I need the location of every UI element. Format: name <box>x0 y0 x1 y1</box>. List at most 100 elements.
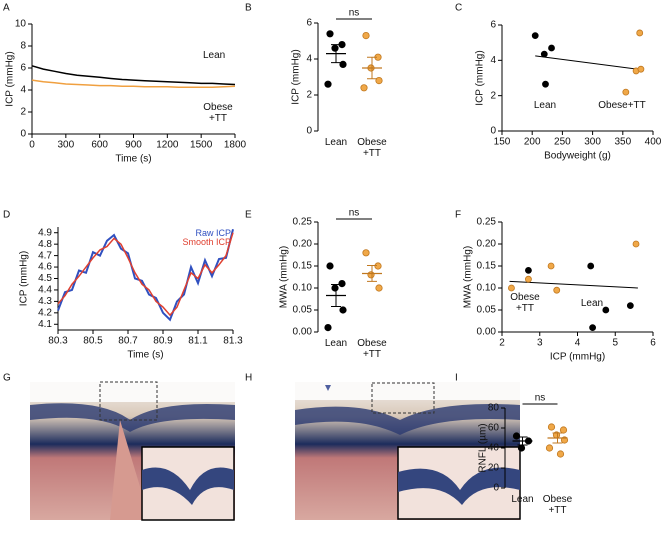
data-point <box>324 80 332 88</box>
legend-entry: Smooth ICP <box>182 237 231 247</box>
significance-label: ns <box>349 8 360 19</box>
data-point <box>326 30 334 38</box>
y-tick-label: 80 <box>488 403 500 414</box>
y-tick-label: 2 <box>490 90 496 101</box>
y-tick-label: 8 <box>20 41 26 52</box>
y-tick-label: 4 <box>306 54 312 65</box>
series-label: Lean <box>203 50 226 61</box>
y-tick-label: 0 <box>493 483 499 494</box>
x-tick-label: Obese +TT <box>357 338 387 360</box>
y-tick-label: 40 <box>488 443 500 454</box>
y-tick-label: 4 <box>490 55 496 66</box>
x-axis-title: Bodyweight (g) <box>544 151 611 162</box>
panel-label: A <box>3 3 10 14</box>
x-tick-label: 0 <box>29 140 35 151</box>
y-tick-label: 60 <box>488 423 500 434</box>
data-point <box>559 426 568 434</box>
significance-label: ns <box>535 393 546 404</box>
error-bar <box>331 44 341 64</box>
data-point <box>375 77 383 85</box>
x-tick-label: 600 <box>91 140 108 151</box>
fit-line <box>535 55 645 71</box>
data-point <box>542 80 549 88</box>
x-tick-label: 200 <box>524 137 541 148</box>
data-point <box>360 84 368 92</box>
y-tick-label: 0 <box>490 126 496 137</box>
data-point <box>547 423 556 431</box>
histology-g <box>30 381 235 521</box>
data-point <box>375 284 383 292</box>
data-point <box>367 271 375 279</box>
series-label: Obese +TT <box>203 102 233 124</box>
y-tick-label: 0.20 <box>477 239 497 250</box>
panel-label: D <box>3 210 10 221</box>
x-tick-label: 250 <box>554 137 571 148</box>
data-point <box>531 32 539 39</box>
y-tick-label: 0.20 <box>293 239 313 250</box>
data-point <box>637 65 645 73</box>
data-point <box>547 262 555 270</box>
y-tick-label: 4 <box>20 85 26 96</box>
x-tick-label: 300 <box>584 137 601 148</box>
x-tick-label: 150 <box>494 137 511 148</box>
y-axis-title: MWA (mmHg) <box>463 246 474 308</box>
y-tick-label: 4.6 <box>38 262 52 273</box>
data-point <box>525 275 532 283</box>
x-tick-label: Lean <box>324 338 348 349</box>
data-point <box>326 262 334 270</box>
x-axis-title: Time (s) <box>115 154 151 165</box>
x-tick-label: Lean <box>324 137 348 148</box>
y-axis-title: MWA (mmHg) <box>279 246 290 308</box>
y-tick-label: 0.05 <box>477 305 497 316</box>
x-tick-label: 300 <box>57 140 74 151</box>
x-tick-label: 4 <box>575 338 581 349</box>
data-point <box>362 249 370 257</box>
data-point <box>622 88 630 96</box>
error-bar <box>517 436 528 446</box>
x-tick-label: 1800 <box>224 140 247 151</box>
y-tick-label: 4.2 <box>38 307 52 318</box>
error-bar <box>367 265 377 282</box>
series-line <box>57 232 234 317</box>
y-tick-label: 6 <box>490 20 496 31</box>
data-point <box>512 432 521 440</box>
x-axis-title: Time (s) <box>127 350 163 361</box>
y-tick-label: 0.15 <box>477 261 497 272</box>
x-tick-label: Obese +TT <box>357 137 387 159</box>
x-tick-label: 80.5 <box>83 336 103 347</box>
data-point <box>553 286 561 294</box>
x-tick-label: 2 <box>499 338 505 349</box>
y-tick-label: 0 <box>20 129 26 140</box>
y-tick-label: 4.4 <box>38 285 52 296</box>
panel-label: G <box>3 373 11 384</box>
data-point <box>517 444 526 452</box>
x-tick-label: 1500 <box>190 140 213 151</box>
data-point <box>331 284 339 292</box>
x-tick-label: 80.9 <box>153 336 173 347</box>
x-tick-label: 1200 <box>156 140 179 151</box>
data-point <box>636 29 644 37</box>
data-point <box>548 44 555 52</box>
x-tick-label: Lean <box>511 494 534 505</box>
x-tick-label: 3 <box>537 338 543 349</box>
y-axis-title: ICP (mmHg) <box>5 51 16 106</box>
y-tick-label: 0.25 <box>477 217 497 228</box>
y-tick-label: 0.00 <box>293 327 313 338</box>
data-point <box>338 279 346 288</box>
x-tick-label: Obese +TT <box>542 494 573 516</box>
data-point <box>324 323 332 332</box>
y-tick-label: 6 <box>306 18 312 29</box>
data-point <box>362 31 370 40</box>
y-axis-title: ICP (mmHg) <box>19 251 30 306</box>
y-tick-label: 4.3 <box>38 296 52 307</box>
panel-label: E <box>245 210 252 221</box>
panel-label: H <box>245 373 252 384</box>
y-tick-label: 2 <box>20 107 26 118</box>
y-tick-label: 0.10 <box>477 283 497 294</box>
x-axis-title: ICP (mmHg) <box>550 352 605 363</box>
panel-label: C <box>455 3 462 14</box>
x-tick-label: 81.3 <box>223 336 243 347</box>
error-bar <box>552 432 563 444</box>
